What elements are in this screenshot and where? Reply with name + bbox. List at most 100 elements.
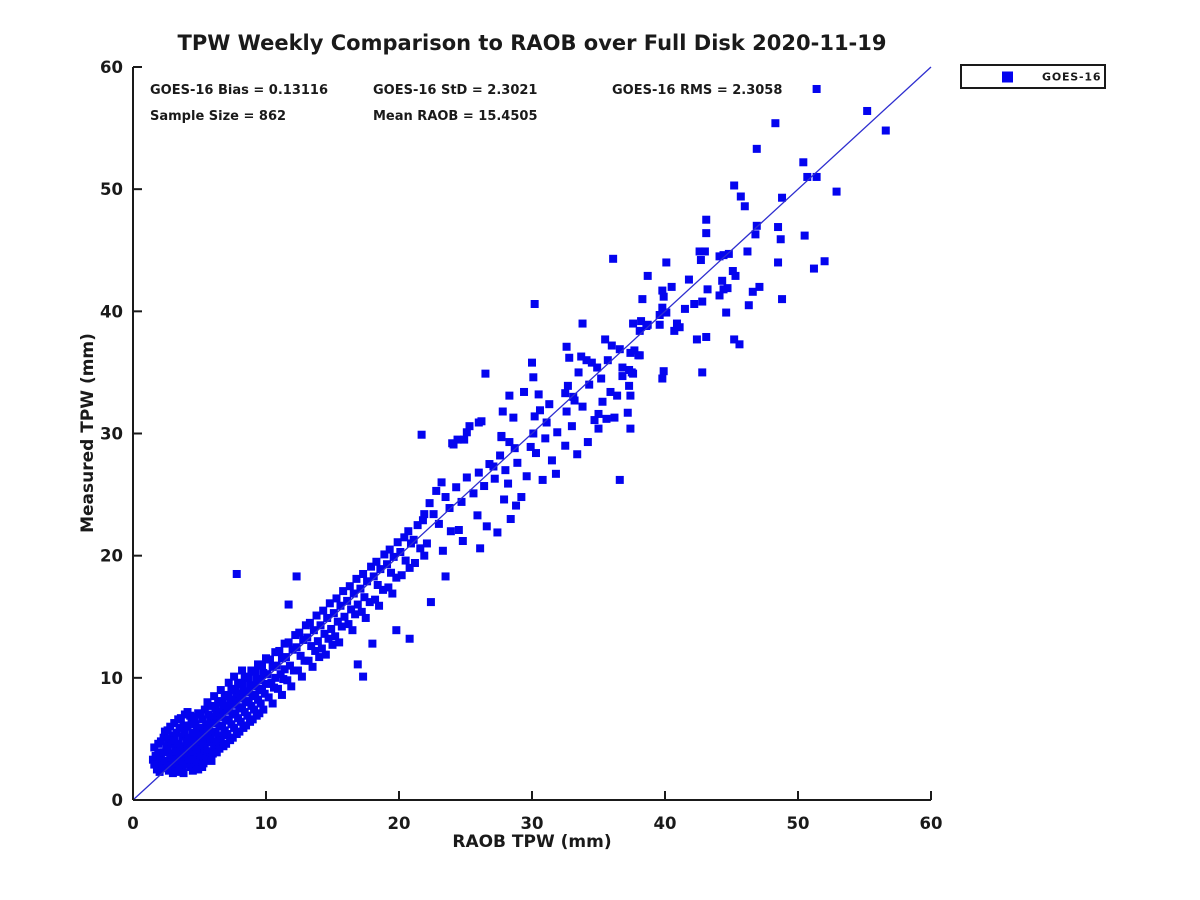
stat-sample-size: Sample Size = 862 xyxy=(150,109,287,124)
chart-title: TPW Weekly Comparison to RAOB over Full … xyxy=(177,31,887,55)
scatter-point xyxy=(545,400,554,409)
scatter-point xyxy=(312,611,321,620)
scatter-point xyxy=(441,493,450,502)
scatter-point xyxy=(206,734,215,743)
scatter-point xyxy=(458,537,467,546)
scatter-point xyxy=(598,397,607,406)
x-tick-label: 50 xyxy=(787,814,810,833)
scatter-point xyxy=(454,526,463,535)
scatter-point xyxy=(359,672,368,681)
scatter-point xyxy=(365,598,374,607)
y-tick-label: 10 xyxy=(100,669,123,688)
scatter-point xyxy=(662,258,671,267)
scatter-point xyxy=(335,638,344,647)
scatter-point xyxy=(275,646,284,655)
scatter-point xyxy=(457,497,466,506)
scatter-point xyxy=(722,308,731,317)
scatter-point xyxy=(500,495,509,504)
scatter-point xyxy=(410,558,419,567)
scatter-point xyxy=(561,389,570,398)
scatter-point xyxy=(223,706,232,715)
scatter-point xyxy=(658,303,667,312)
scatter-point xyxy=(268,699,277,708)
scatter-point xyxy=(287,682,296,691)
scatter-point xyxy=(474,418,483,427)
scatter-point xyxy=(367,562,376,571)
scatter-point xyxy=(771,119,780,128)
scatter-point xyxy=(662,308,671,317)
scatter-point xyxy=(585,380,594,389)
scatter-point xyxy=(236,717,245,726)
scatter-point xyxy=(308,662,317,671)
scatter-point xyxy=(635,326,644,335)
scatter-point xyxy=(453,435,462,444)
scatter-point xyxy=(283,676,292,685)
scatter-point xyxy=(493,528,502,537)
scatter-point xyxy=(336,601,345,610)
scatter-point xyxy=(570,396,579,405)
scatter-point xyxy=(702,215,711,224)
scatter-point xyxy=(262,679,270,688)
scatter-point xyxy=(340,612,349,621)
scatter-point xyxy=(264,693,273,702)
scatter-point xyxy=(448,439,457,448)
legend-marker-icon xyxy=(1002,71,1013,82)
scatter-point xyxy=(437,478,446,487)
scatter-point xyxy=(196,731,205,740)
scatter-point xyxy=(643,271,652,280)
scatter-point xyxy=(615,345,624,354)
scatter-point xyxy=(755,282,764,291)
scatter-point xyxy=(531,449,540,458)
scatter-point xyxy=(277,690,286,699)
scatter-point xyxy=(231,709,240,718)
scatter-point xyxy=(562,407,571,416)
scatter-point xyxy=(510,444,519,453)
scatter-point xyxy=(320,629,329,638)
scatter-point xyxy=(155,767,164,776)
scatter-point xyxy=(690,300,699,309)
scatter-point xyxy=(776,235,785,244)
scatter-point xyxy=(601,335,610,344)
scatter-point xyxy=(259,705,268,714)
scatter-point xyxy=(497,433,506,442)
scatter-point xyxy=(573,450,582,459)
scatter-point xyxy=(196,752,205,761)
x-tick-label: 30 xyxy=(521,814,544,833)
scatter-point xyxy=(418,516,427,525)
scatter-point xyxy=(329,609,338,618)
scatter-point xyxy=(295,628,304,637)
scatter-point xyxy=(501,466,510,475)
scatter-point xyxy=(368,639,377,648)
scatter-point xyxy=(702,229,711,238)
scatter-point xyxy=(281,653,290,662)
scatter-point xyxy=(473,511,482,520)
scatter-point xyxy=(183,743,192,752)
scatter-point xyxy=(353,660,362,669)
scatter-point xyxy=(820,257,829,266)
scatter-point xyxy=(429,510,438,519)
scatter-point xyxy=(349,589,358,598)
scatter-point xyxy=(752,221,761,230)
scatter-point xyxy=(203,725,212,734)
scatter-point xyxy=(667,282,676,291)
scatter-point xyxy=(267,678,276,687)
scatter-point xyxy=(535,406,544,415)
x-tick-label: 40 xyxy=(654,814,677,833)
scatter-point xyxy=(199,741,208,750)
scatter-point xyxy=(474,468,483,477)
scatter-point xyxy=(719,285,728,294)
scatter-point xyxy=(643,320,652,329)
scatter-point xyxy=(629,319,638,328)
scatter-point xyxy=(307,642,316,651)
scatter-point xyxy=(659,367,668,376)
scatter-point xyxy=(154,748,163,757)
scatter-point xyxy=(190,755,199,764)
scatter-point xyxy=(389,552,398,561)
scatter-point xyxy=(615,475,624,484)
scatter-point xyxy=(638,295,647,304)
scatter-point xyxy=(273,684,282,693)
scatter-point xyxy=(504,479,513,488)
scatter-point xyxy=(210,742,219,751)
scatter-point xyxy=(211,727,220,736)
scatter-point xyxy=(203,747,212,756)
